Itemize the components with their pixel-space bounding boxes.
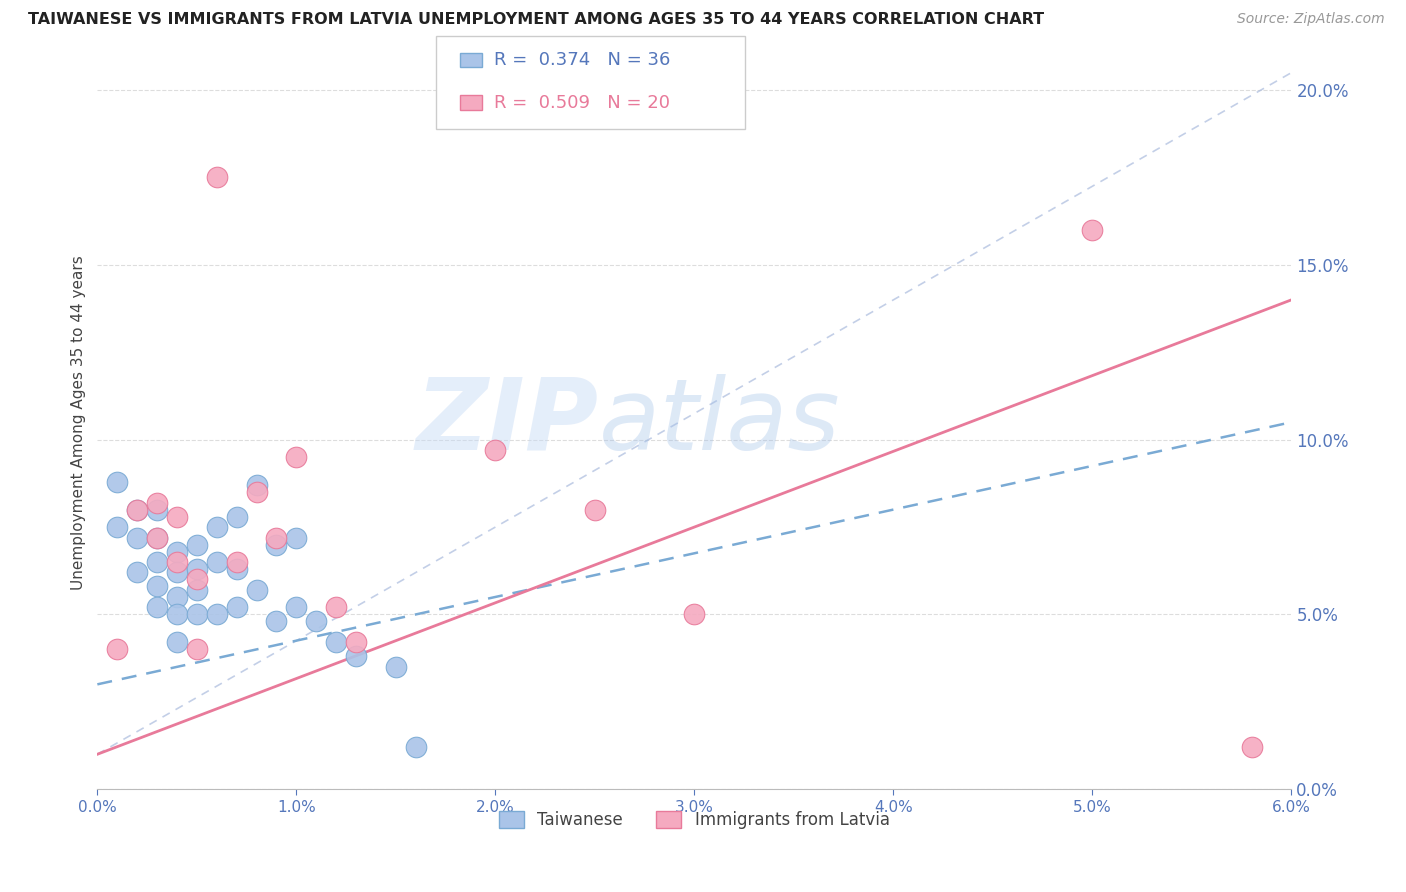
Point bbox=[683, 607, 706, 622]
Point bbox=[127, 566, 149, 580]
Point bbox=[225, 600, 247, 615]
Point bbox=[105, 475, 128, 489]
Point bbox=[105, 520, 128, 534]
Point bbox=[344, 649, 367, 664]
Point bbox=[146, 600, 169, 615]
Point bbox=[146, 495, 169, 509]
Point bbox=[344, 635, 367, 649]
Point bbox=[186, 642, 208, 657]
Point bbox=[127, 531, 149, 545]
Point bbox=[146, 531, 169, 545]
Point bbox=[166, 509, 188, 524]
Point bbox=[146, 502, 169, 516]
Text: atlas: atlas bbox=[599, 374, 841, 471]
Point bbox=[266, 537, 288, 551]
Point bbox=[225, 555, 247, 569]
Point bbox=[166, 590, 188, 604]
Point bbox=[205, 170, 228, 185]
Point bbox=[127, 502, 149, 516]
Text: TAIWANESE VS IMMIGRANTS FROM LATVIA UNEMPLOYMENT AMONG AGES 35 TO 44 YEARS CORRE: TAIWANESE VS IMMIGRANTS FROM LATVIA UNEM… bbox=[28, 12, 1045, 27]
Point bbox=[1240, 740, 1263, 755]
Point bbox=[166, 566, 188, 580]
Point bbox=[186, 573, 208, 587]
Point bbox=[325, 600, 347, 615]
Point bbox=[186, 582, 208, 597]
Point bbox=[285, 450, 308, 464]
Point bbox=[205, 520, 228, 534]
Point bbox=[186, 537, 208, 551]
Point bbox=[146, 555, 169, 569]
Text: R =  0.374   N = 36: R = 0.374 N = 36 bbox=[494, 51, 669, 69]
Point bbox=[225, 562, 247, 576]
Legend: Taiwanese, Immigrants from Latvia: Taiwanese, Immigrants from Latvia bbox=[492, 805, 897, 836]
Point bbox=[325, 635, 347, 649]
Point bbox=[245, 582, 267, 597]
Point bbox=[266, 615, 288, 629]
Y-axis label: Unemployment Among Ages 35 to 44 years: Unemployment Among Ages 35 to 44 years bbox=[72, 255, 86, 590]
Point bbox=[1081, 223, 1104, 237]
Text: ZIP: ZIP bbox=[416, 374, 599, 471]
Point bbox=[186, 607, 208, 622]
Point bbox=[385, 660, 408, 674]
Point bbox=[266, 531, 288, 545]
Point bbox=[583, 502, 606, 516]
Text: R =  0.509   N = 20: R = 0.509 N = 20 bbox=[494, 94, 669, 112]
Point bbox=[105, 642, 128, 657]
Point bbox=[205, 607, 228, 622]
Point bbox=[146, 579, 169, 593]
Point bbox=[305, 615, 328, 629]
Point bbox=[166, 607, 188, 622]
Point bbox=[285, 600, 308, 615]
Point bbox=[484, 443, 506, 458]
Point bbox=[225, 509, 247, 524]
Point bbox=[245, 478, 267, 492]
Point bbox=[205, 555, 228, 569]
Text: Source: ZipAtlas.com: Source: ZipAtlas.com bbox=[1237, 12, 1385, 26]
Point bbox=[405, 740, 427, 755]
Point bbox=[285, 531, 308, 545]
Point bbox=[166, 555, 188, 569]
Point bbox=[166, 544, 188, 558]
Point bbox=[186, 562, 208, 576]
Point bbox=[166, 635, 188, 649]
Point bbox=[245, 485, 267, 500]
Point bbox=[146, 531, 169, 545]
Point bbox=[127, 502, 149, 516]
